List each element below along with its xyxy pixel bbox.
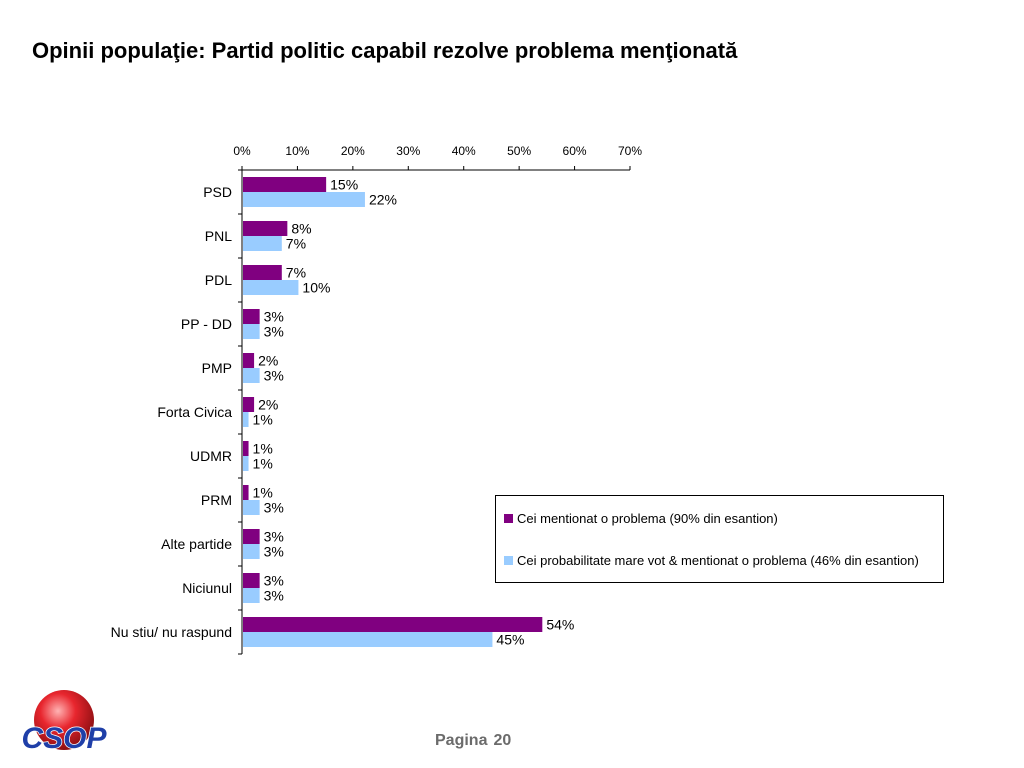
data-label-series-1: 3% — [264, 529, 284, 545]
csop-logo: CSOP — [21, 690, 108, 756]
data-label-series-1: 2% — [258, 353, 278, 369]
x-tick-label: 20% — [341, 144, 365, 158]
data-label-series-2: 22% — [369, 192, 397, 208]
x-tick-label: 40% — [452, 144, 476, 158]
category-label: UDMR — [190, 448, 232, 464]
bar-series-1 — [243, 485, 249, 500]
legend-item-series-1: Cei mentionat o problema (90% din esanti… — [504, 511, 778, 526]
bar-series-2 — [243, 280, 299, 295]
data-label-series-2: 45% — [496, 632, 524, 648]
x-tick-label: 70% — [618, 144, 642, 158]
bar-series-2 — [243, 236, 282, 251]
bar-series-1 — [243, 441, 249, 456]
bar-series-2 — [243, 324, 260, 339]
data-label-series-1: 15% — [330, 177, 358, 193]
bar-series-1 — [243, 177, 327, 192]
category-label: PRM — [201, 492, 232, 508]
bar-series-1 — [243, 309, 260, 324]
category-label: Alte partide — [161, 536, 232, 552]
data-label-series-2: 3% — [264, 588, 284, 604]
logo-ball-icon — [34, 690, 94, 750]
page-title: Opinii populaţie: Partid politic capabil… — [32, 38, 738, 63]
bar-series-2 — [243, 368, 260, 383]
data-label-series-1: 3% — [264, 573, 284, 589]
category-label: Niciunul — [182, 580, 232, 596]
data-label-series-1: 1% — [253, 485, 273, 501]
page-number-label: Pagina 20 — [435, 732, 511, 750]
data-label-series-2: 3% — [264, 544, 284, 560]
bar-series-2 — [243, 632, 493, 647]
category-label: PMP — [202, 360, 232, 376]
data-label-series-2: 1% — [253, 412, 273, 428]
data-label-series-2: 1% — [253, 456, 273, 472]
bar-series-2 — [243, 412, 249, 427]
x-tick-label: 50% — [507, 144, 531, 158]
bar-series-2 — [243, 456, 249, 471]
data-label-series-2: 10% — [302, 280, 330, 296]
x-tick-label: 10% — [285, 144, 309, 158]
page-word: Pagina — [435, 732, 488, 749]
category-label: Nu stiu/ nu raspund — [111, 624, 232, 640]
bar-series-2 — [243, 500, 260, 515]
data-label-series-1: 2% — [258, 397, 278, 413]
data-label-series-1: 3% — [264, 309, 284, 325]
x-tick-label: 0% — [233, 144, 251, 158]
bar-series-2 — [243, 544, 260, 559]
logo-text: CSOP — [21, 722, 107, 755]
data-label-series-1: 54% — [546, 617, 574, 633]
data-label-series-2: 3% — [264, 368, 284, 384]
data-label-series-2: 7% — [286, 236, 306, 252]
category-label: PSD — [203, 184, 232, 200]
bar-series-1 — [243, 265, 282, 280]
legend-swatch-series-1 — [504, 514, 513, 523]
bar-series-1 — [243, 397, 255, 412]
category-label: PNL — [205, 228, 232, 244]
category-label: Forta Civica — [157, 404, 232, 420]
data-label-series-2: 3% — [264, 324, 284, 340]
data-label-series-1: 7% — [286, 265, 306, 281]
data-label-series-1: 1% — [253, 441, 273, 457]
category-label: PDL — [205, 272, 232, 288]
bar-series-1 — [243, 221, 288, 236]
x-tick-label: 60% — [563, 144, 587, 158]
bar-series-1 — [243, 617, 543, 632]
legend-label-series-2: Cei probabilitate mare vot & mentionat o… — [517, 553, 919, 568]
bar-series-2 — [243, 192, 365, 207]
data-label-series-2: 3% — [264, 500, 284, 516]
bar-series-2 — [243, 588, 260, 603]
category-label: PP - DD — [181, 316, 232, 332]
chart-legend: Cei mentionat o problema (90% din esanti… — [495, 495, 944, 583]
bar-series-1 — [243, 529, 260, 544]
legend-swatch-series-2 — [504, 556, 513, 565]
x-tick-label: 30% — [396, 144, 420, 158]
legend-item-series-2: Cei probabilitate mare vot & mentionat o… — [504, 553, 919, 568]
bar-series-1 — [243, 573, 260, 588]
legend-label-series-1: Cei mentionat o problema (90% din esanti… — [517, 511, 778, 526]
bar-series-1 — [243, 353, 255, 368]
data-label-series-1: 8% — [291, 221, 311, 237]
page-number: 20 — [493, 732, 512, 749]
